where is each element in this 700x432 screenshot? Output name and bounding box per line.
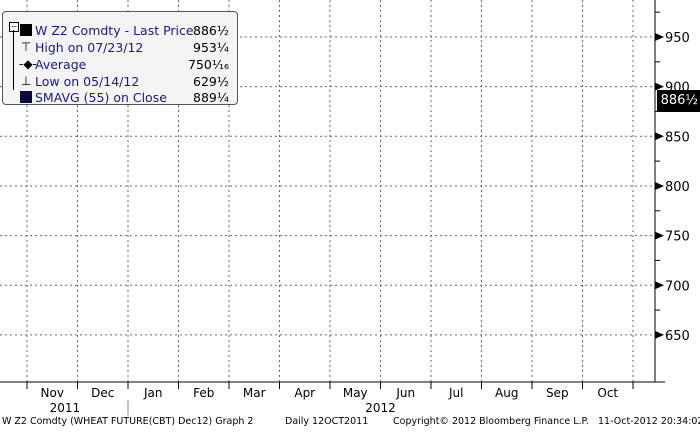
legend-average: -◆- Average 750¹⁄₁₆ [19,56,229,73]
x-tick-label: Apr [294,386,315,400]
x-tick-label: Feb [193,386,214,400]
high-marker-icon: ⊤ [20,40,32,54]
legend-average-value: 750¹⁄₁₆ [188,57,229,72]
year-label: 2012 [365,401,396,415]
legend-last-price-value: 886½ [193,23,229,38]
legend-high-value: 953¼ [193,40,229,55]
collapse-toggle-icon[interactable]: − [9,22,19,32]
x-tick-label: Oct [597,386,618,400]
x-tick-label: Dec [91,386,114,400]
y-tick-arrow-icon [655,33,664,41]
gridlines [0,0,655,382]
average-marker-icon: -◆- [19,57,37,71]
y-tick-label: 750 [665,230,690,245]
last-price-tag: 886½ [657,90,700,112]
y-tick-label: 650 [665,329,690,344]
sma-swatch-icon [20,91,32,103]
x-tick-label: Mar [243,386,266,400]
year-label: 2011 [50,401,81,415]
x-tick-label: Nov [41,386,64,400]
x-tick-label: Jan [143,386,163,400]
legend-last-price: W Z2 Comdty - Last Price 886½ [20,22,229,39]
footer-security: W Z2 Comdty (WHEAT FUTURE(CBT) Dec12) Gr… [2,416,254,427]
legend-low-value: 629½ [193,74,229,89]
footer-period: Daily 12OCT2011 [285,416,369,427]
x-tick-label: May [343,386,368,400]
legend-low-label: Low on 05/14/12 [35,74,140,89]
legend-sma: SMAVG (55) on Close 889¼ [20,89,229,106]
last-price-swatch-icon [20,24,32,36]
y-tick-label: 800 [665,180,690,195]
x-tick-label: Jun [395,386,415,400]
y-tick-label: 850 [665,130,690,145]
legend-tree-line [13,30,14,90]
legend: − W Z2 Comdty - Last Price 886½ ⊤ High o… [2,11,238,105]
y-tick-arrow-icon [655,231,664,240]
legend-high: ⊤ High on 07/23/12 953¼ [21,39,229,56]
legend-last-price-label: W Z2 Comdty - Last Price [35,23,194,38]
low-marker-icon: ⊥ [20,74,32,88]
legend-sma-value: 889¼ [193,90,229,105]
x-tick-label: Sep [546,386,569,400]
y-tick-arrow-icon [655,82,664,91]
footer-timestamp: 11-Oct-2012 20:34:02 [598,416,700,427]
x-tick-label: Aug [495,386,518,400]
legend-high-label: High on 07/23/12 [35,40,144,55]
footer-copyright: Copyright© 2012 Bloomberg Finance L.P. [393,416,589,427]
y-tick-arrow-icon [655,281,664,290]
y-tick-arrow-icon [655,330,664,339]
legend-average-label: Average [35,57,87,72]
y-tick-label: 700 [665,279,690,294]
legend-low: ⊥ Low on 05/14/12 629½ [21,73,229,90]
legend-sma-label: SMAVG (55) on Close [35,90,167,105]
y-tick-arrow-icon [655,132,664,141]
x-tick-label: Jul [448,386,463,400]
y-tick-arrow-icon [655,181,664,190]
y-tick-label: 950 [665,31,690,46]
